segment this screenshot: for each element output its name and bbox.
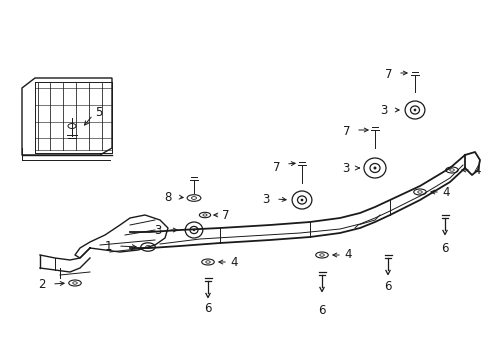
Text: 3: 3 xyxy=(262,193,269,206)
Text: 2: 2 xyxy=(39,278,46,291)
Text: 6: 6 xyxy=(204,302,211,315)
Text: 4: 4 xyxy=(472,163,480,176)
Text: 3: 3 xyxy=(380,104,387,117)
Ellipse shape xyxy=(300,199,303,201)
Ellipse shape xyxy=(413,109,415,111)
Ellipse shape xyxy=(192,229,195,231)
Text: 3: 3 xyxy=(154,224,162,237)
Text: 5: 5 xyxy=(95,105,102,118)
Text: 7: 7 xyxy=(385,68,392,81)
Text: 6: 6 xyxy=(384,280,391,293)
Text: 4: 4 xyxy=(441,185,448,198)
Text: 6: 6 xyxy=(318,304,325,317)
Ellipse shape xyxy=(373,166,376,170)
Text: 1: 1 xyxy=(104,239,112,252)
Text: 8: 8 xyxy=(164,190,172,203)
Text: 7: 7 xyxy=(342,125,349,138)
Text: 7: 7 xyxy=(222,208,229,221)
Text: 4: 4 xyxy=(229,256,237,269)
Text: 4: 4 xyxy=(343,248,351,261)
Text: 3: 3 xyxy=(342,162,349,175)
Text: 6: 6 xyxy=(440,242,448,255)
Text: 7: 7 xyxy=(272,161,280,174)
